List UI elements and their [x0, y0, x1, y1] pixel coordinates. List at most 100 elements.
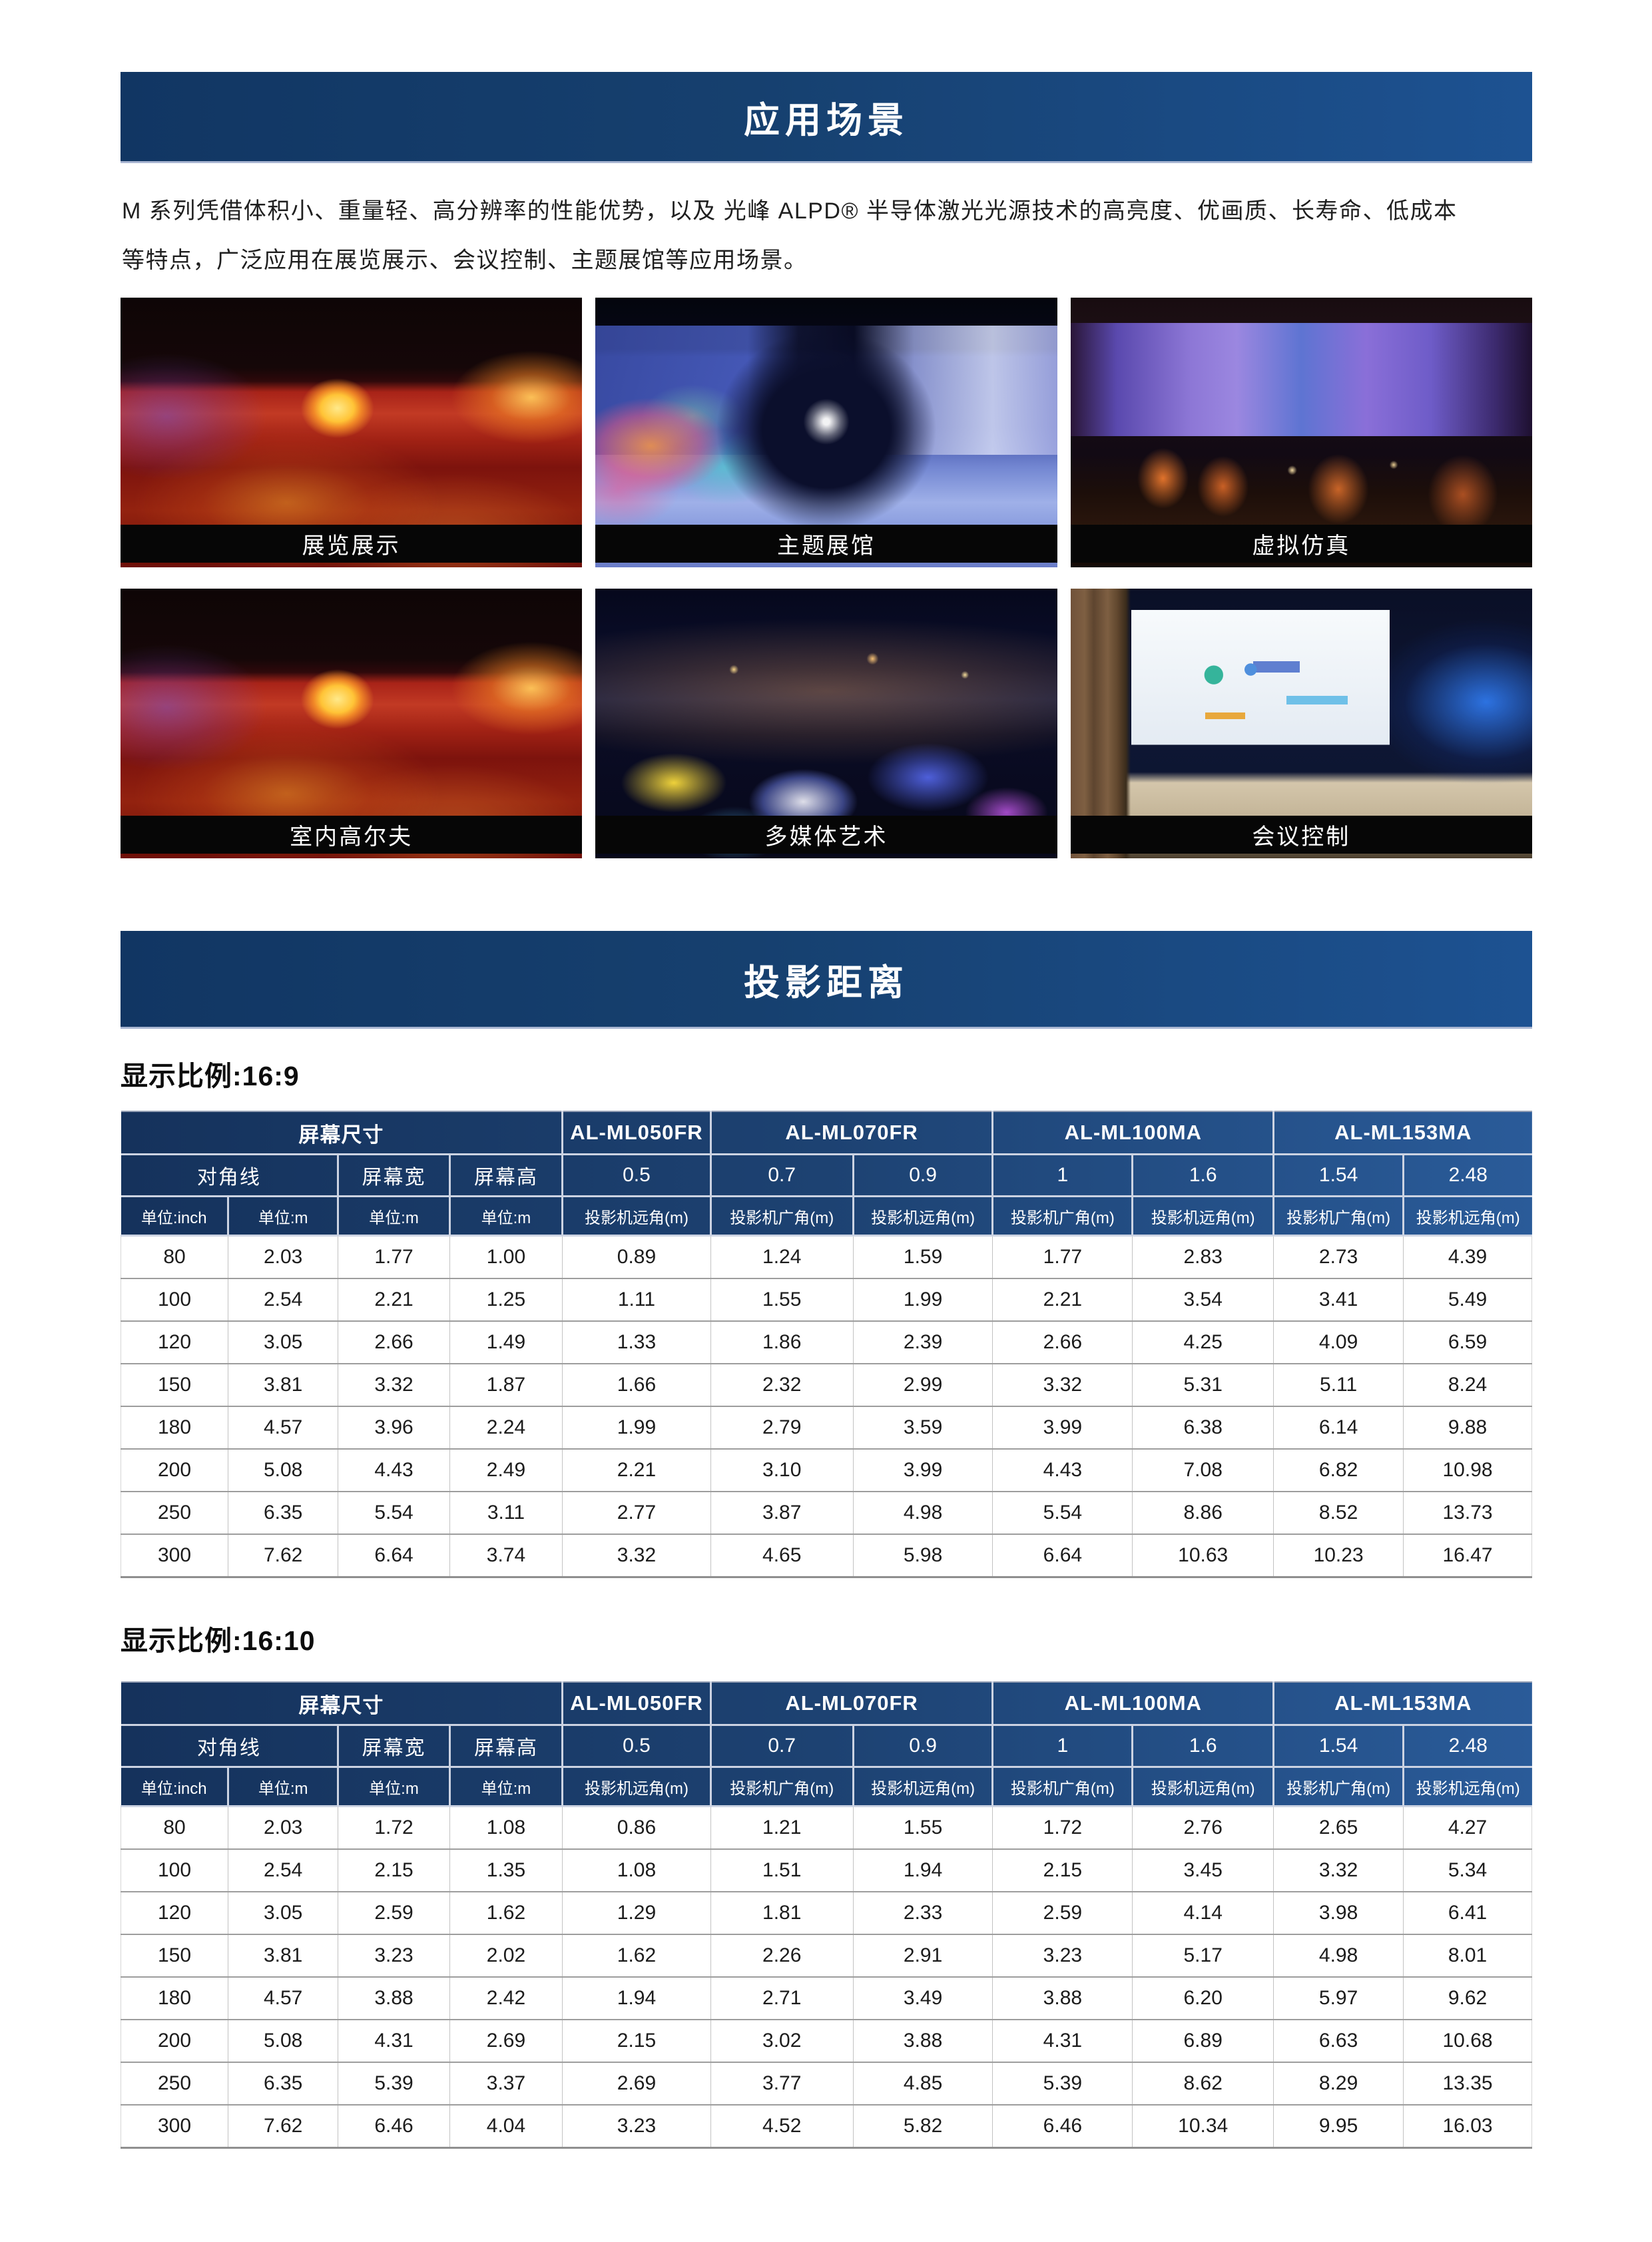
table-cell: 4.09: [1273, 1321, 1404, 1364]
table-cell: 1.35: [449, 1849, 563, 1892]
table-cell: 5.11: [1273, 1364, 1404, 1407]
gallery-caption: 虚拟仿真: [1070, 525, 1532, 563]
table-cell: 6.64: [992, 1534, 1133, 1578]
table-cell: 3.45: [1132, 1849, 1274, 1892]
table-row: 300 7.62 6.46 4.04 3.23 4.52 5.82 6.46 10.34 9.95…: [120, 2105, 1532, 2149]
table-cell: 8.52: [1273, 1492, 1404, 1535]
table-cell: 4.52: [710, 2105, 854, 2149]
throw-ratio-header: 1.6: [1131, 1153, 1275, 1197]
table-cell: 6.35: [228, 1492, 339, 1535]
intro-line-1: M 系列凭借体积小、重量轻、高分辨率的性能优势，以及 光峰 ALPD® 半导体激…: [122, 198, 1458, 224]
table-cell: 6.46: [992, 2105, 1133, 2149]
table-cell: 3.23: [992, 1934, 1133, 1978]
table-cell: 2.66: [992, 1321, 1133, 1364]
unit-header: 投影机广角(m): [709, 1195, 854, 1237]
table-cell: 2.59: [338, 1892, 450, 1935]
projection-section-title: 投影距离: [744, 962, 909, 1003]
header-row-units: 单位:inch 单位:m 单位:m 单位:m 投影机远角(m) 投影机广角(m) 投影机远角…: [121, 1195, 1532, 1237]
table-cell: 1.11: [562, 1278, 711, 1322]
model-header: AL-ML070FR: [709, 1681, 994, 1726]
table-row: 300 7.62 6.64 3.74 3.32 4.65 5.98 6.64 10.63 10.2…: [120, 1534, 1532, 1578]
table-cell: 4.31: [992, 2020, 1133, 2063]
gallery-item-aquarium: 主题展馆: [595, 298, 1057, 567]
table-cell: 3.49: [852, 1977, 993, 2020]
table-cell: 2.66: [338, 1321, 450, 1364]
table-cell: 2.15: [338, 1849, 450, 1892]
table-cell: 9.88: [1403, 1406, 1532, 1450]
unit-header: 投影机远角(m): [1402, 1766, 1532, 1807]
table-cell: 10.23: [1273, 1534, 1404, 1578]
table-cell: 9.95: [1273, 2105, 1404, 2149]
table-cell: 6.89: [1132, 2020, 1274, 2063]
table-cell: 10.68: [1403, 2020, 1532, 2063]
table-cell: 2.54: [228, 1849, 339, 1892]
table-cell: 1.72: [992, 1806, 1133, 1850]
unit-header: 投影机远角(m): [561, 1195, 712, 1237]
table-cell: 100: [120, 1278, 229, 1322]
throw-ratio-header: 0.7: [709, 1724, 854, 1768]
table-cell: 2.32: [710, 1364, 854, 1407]
table-cell: 1.49: [449, 1321, 563, 1364]
table-cell: 2.69: [562, 2062, 711, 2105]
table-cell: 1.00: [449, 1235, 563, 1279]
screen-width-header: 屏幕宽: [337, 1724, 451, 1768]
table-row: 250 6.35 5.54 3.11 2.77 3.87 4.98 5.54 8.86 8.52 1…: [120, 1492, 1532, 1535]
table-cell: 2.03: [228, 1806, 339, 1850]
model-header: AL-ML050FR: [561, 1681, 712, 1726]
unit-header: 投影机广角(m): [991, 1766, 1134, 1807]
table-cell: 100: [120, 1849, 229, 1892]
table-row: 120 3.05 2.59 1.62 1.29 1.81 2.33 2.59 4.14 3.98 6…: [120, 1892, 1532, 1935]
ratio-heading-16-9: 显示比例:16:9: [121, 1061, 300, 1091]
table-cell: 5.39: [338, 2062, 450, 2105]
table-cell: 6.20: [1132, 1977, 1274, 2020]
gallery-item-fire: 展览展示: [121, 298, 583, 567]
table-cell: 3.37: [449, 2062, 563, 2105]
table-cell: 2.21: [992, 1278, 1133, 1322]
table-cell: 1.08: [562, 1849, 711, 1892]
table-cell: 4.39: [1403, 1235, 1532, 1279]
table-cell: 4.65: [710, 1534, 854, 1578]
table-cell: 1.99: [562, 1406, 711, 1450]
table-cell: 5.82: [852, 2105, 993, 2149]
table-cell: 4.27: [1403, 1806, 1532, 1850]
table-cell: 250: [120, 2062, 229, 2105]
unit-header: 单位:inch: [121, 1195, 230, 1237]
header-row-models: 屏幕尺寸 AL-ML050FR AL-ML070FR AL-ML100MA AL-ML1…: [121, 1681, 1532, 1726]
table-cell: 300: [120, 2105, 229, 2149]
table-cell: 4.25: [1132, 1321, 1274, 1364]
table-cell: 6.46: [338, 2105, 450, 2149]
unit-header: 投影机远角(m): [852, 1766, 994, 1807]
table-header: 屏幕尺寸 AL-ML050FR AL-ML070FR AL-ML100MA AL-ML1…: [121, 1111, 1532, 1237]
table-cell: 4.43: [992, 1449, 1133, 1492]
throw-ratio-header: 2.48: [1402, 1153, 1532, 1197]
table-cell: 1.94: [852, 1849, 993, 1892]
unit-header: 投影机广角(m): [709, 1766, 854, 1807]
table-cell: 2.91: [852, 1934, 993, 1978]
throw-ratio-header: 0.9: [852, 1724, 994, 1768]
table-body: 80 2.03 1.72 1.08 0.86 1.21 1.55 1.72 2.76 2.65 4.…: [120, 1806, 1532, 2149]
table-cell: 13.73: [1403, 1492, 1532, 1535]
table-cell: 5.54: [338, 1492, 450, 1535]
gallery-caption: 室内高尔夫: [121, 816, 583, 854]
table-cell: 6.63: [1273, 2020, 1404, 2063]
applications-section-title: 应用场景: [744, 100, 909, 140]
table-cell: 3.32: [1273, 1849, 1404, 1892]
screen-size-header: 屏幕尺寸: [121, 1681, 564, 1726]
table-cell: 1.94: [562, 1977, 711, 2020]
table-cell: 2.02: [449, 1934, 563, 1978]
table-cell: 200: [120, 2020, 229, 2063]
throw-ratio-header: 0.5: [561, 1153, 712, 1197]
table-cell: 3.05: [228, 1892, 339, 1935]
table-cell: 3.99: [852, 1449, 993, 1492]
table-cell: 2.83: [1132, 1235, 1274, 1279]
table-cell: 2.21: [562, 1449, 711, 1492]
table-cell: 4.04: [449, 2105, 563, 2149]
table-cell: 5.31: [1132, 1364, 1274, 1407]
table-cell: 8.24: [1403, 1364, 1532, 1407]
table-cell: 1.62: [562, 1934, 711, 1978]
unit-header: 投影机广角(m): [1272, 1766, 1405, 1807]
table-cell: 300: [120, 1534, 229, 1578]
table-row: 120 3.05 2.66 1.49 1.33 1.86 2.39 2.66 4.25 4.09 6…: [120, 1321, 1532, 1364]
table-cell: 6.14: [1273, 1406, 1404, 1450]
